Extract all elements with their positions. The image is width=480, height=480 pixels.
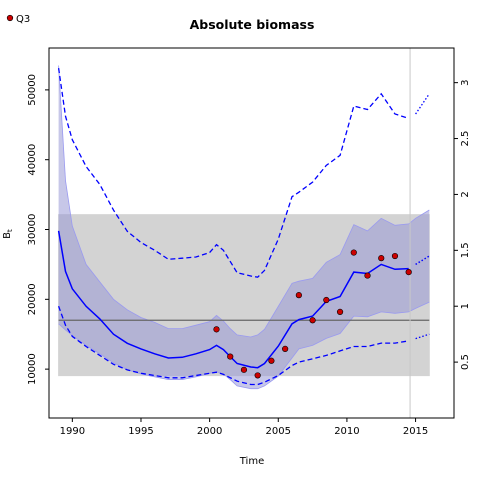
x-axis-label: Time (239, 456, 264, 467)
q3-point (405, 268, 412, 276)
y2-tick-label: 2.5 (460, 131, 471, 147)
q3-point (323, 296, 330, 304)
y-tick-label: 10000 (27, 353, 38, 385)
plot-frame (48, 47, 455, 419)
ribbon-lower-edge (58, 301, 430, 390)
x-tick-label: 2015 (403, 426, 428, 437)
bbmsy-projection-line (415, 93, 430, 115)
y2-tick-label: 2 (460, 191, 471, 197)
ribbon-upper-edge (58, 65, 430, 338)
x-tick-label: 2010 (334, 426, 359, 437)
x-tick-label: 1995 (128, 426, 153, 437)
plot-area (57, 48, 430, 418)
estimate-projection-line (415, 255, 430, 266)
q3-point (240, 366, 248, 373)
q3-point (309, 317, 316, 324)
y-tick-label: 30000 (27, 214, 38, 246)
q3-point (391, 252, 399, 260)
q3-point (378, 255, 385, 262)
legend-marker (6, 14, 14, 22)
confidence-ribbon (58, 65, 430, 389)
q3-point (268, 357, 275, 364)
bbmsy-lower-projection-line (415, 333, 430, 340)
bbmsy-line (57, 68, 409, 278)
x-tick-label: 2000 (197, 426, 222, 437)
x-tick-label: 1990 (60, 426, 85, 437)
q3-point (254, 372, 261, 379)
y2-tick-label: 3 (460, 79, 471, 85)
q3-point (336, 308, 344, 315)
y-tick-label: 40000 (27, 144, 38, 176)
q3-point (364, 272, 371, 279)
x-tick-label: 2005 (266, 426, 291, 437)
legend-label: Q3 (16, 14, 30, 25)
q3-point (282, 345, 289, 352)
axes: 1990 1995 2000 2005 2010 2015 10000 20000 30000 4… (27, 47, 471, 437)
q3-point (350, 249, 357, 256)
bbmsy-lower-line (57, 305, 409, 386)
legend: Q3 (6, 14, 30, 25)
y2-tick-label: 1.5 (460, 242, 471, 258)
y2-tick-label: 0.5 (460, 354, 471, 370)
y-tick-label: 50000 (27, 74, 38, 106)
q3-point (295, 292, 302, 299)
y-tick-label: 20000 (27, 283, 38, 315)
q3-point (227, 353, 234, 360)
chart-title: Absolute biomass (190, 17, 315, 32)
y-axis-label: Bt (2, 229, 14, 239)
y2-tick-label: 1 (460, 303, 471, 309)
q3-point (213, 326, 220, 333)
